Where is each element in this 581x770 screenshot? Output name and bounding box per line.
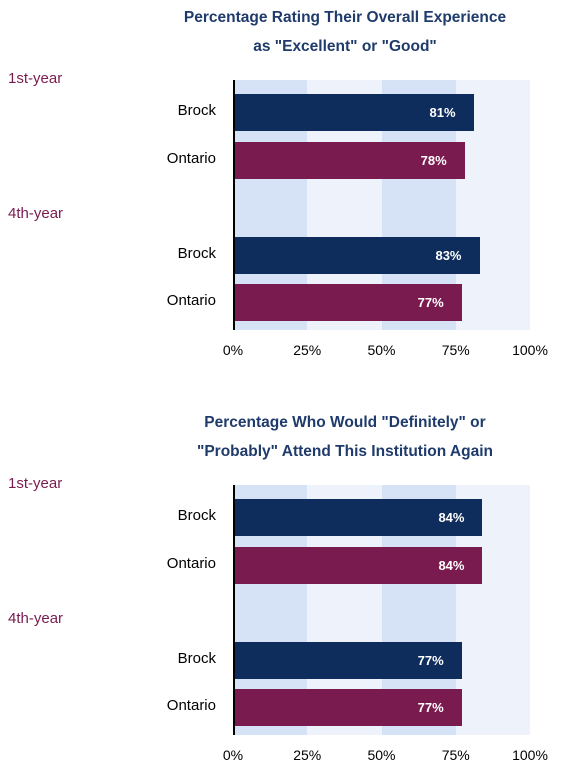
chart-title: Percentage Who Would "Definitely" or "Pro… <box>150 408 540 466</box>
category-label: Brock <box>177 650 216 667</box>
bar: 77% <box>233 688 462 726</box>
bar: 81% <box>233 93 474 131</box>
x-tick-label: 75% <box>441 342 470 358</box>
category-label: Brock <box>177 102 216 119</box>
category-label: Ontario <box>166 150 216 167</box>
bar: 77% <box>233 641 462 679</box>
x-tick-label: 75% <box>441 747 470 763</box>
bar: 78% <box>233 141 465 179</box>
data-label: 81% <box>429 104 456 120</box>
category-label: Brock <box>177 245 216 262</box>
chart-title-line: as "Excellent" or "Good" <box>253 38 437 55</box>
group-label: 1st-year <box>8 70 63 87</box>
data-label: 77% <box>417 294 444 310</box>
chart-overall-experience: Percentage Rating Their Overall Experien… <box>0 0 581 370</box>
data-label: 77% <box>417 699 444 715</box>
bar: 77% <box>233 283 462 321</box>
chart-attend-again: Percentage Who Would "Definitely" or "Pro… <box>0 405 581 770</box>
x-tick-label: 50% <box>367 747 396 763</box>
data-label: 84% <box>438 509 465 525</box>
category-label: Ontario <box>166 697 216 714</box>
plot-area: 84% 84% 77% 77% <box>233 485 530 735</box>
category-label: Ontario <box>166 292 216 309</box>
category-label: Ontario <box>166 555 216 572</box>
x-tick-label: 25% <box>293 747 322 763</box>
group-label: 4th-year <box>8 205 64 222</box>
x-tick-label: 100% <box>512 747 548 763</box>
category-label: Brock <box>177 507 216 524</box>
data-label: 77% <box>417 652 444 668</box>
data-label: 83% <box>435 247 462 263</box>
bar: 83% <box>233 236 480 274</box>
chart-title-line: "Probably" Attend This Institution Again <box>197 443 493 460</box>
x-tick-label: 25% <box>293 342 322 358</box>
bar: 84% <box>233 498 483 536</box>
chart-title-line: Percentage Rating Their Overall Experien… <box>183 9 507 26</box>
x-tick-label: 50% <box>367 342 396 358</box>
x-tick-label: 100% <box>512 342 548 358</box>
plot-area: 81% 78% 83% 77% <box>233 80 530 330</box>
x-tick-label: 0% <box>222 342 244 358</box>
group-label: 4th-year <box>8 610 64 627</box>
data-label: 84% <box>438 557 465 573</box>
bar: 84% <box>233 546 483 584</box>
x-tick-label: 0% <box>222 747 244 763</box>
data-label: 78% <box>420 152 447 168</box>
group-label: 1st-year <box>8 475 63 492</box>
chart-title-line: Percentage Who Would "Definitely" or <box>204 414 486 431</box>
y-axis-line <box>233 485 235 735</box>
chart-title: Percentage Rating Their Overall Experien… <box>150 3 540 61</box>
y-axis-line <box>233 80 235 330</box>
